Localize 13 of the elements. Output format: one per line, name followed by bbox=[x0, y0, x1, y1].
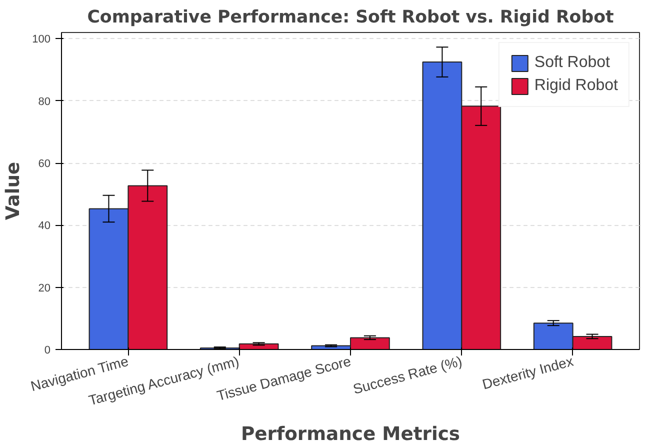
y-tick-label: 40 bbox=[38, 220, 51, 232]
legend-label: Soft Robot bbox=[534, 54, 610, 72]
y-tick-label: 80 bbox=[38, 96, 51, 108]
x-tick-label: Success Rate (%) bbox=[351, 352, 464, 398]
x-tick-label: Dexterity Index bbox=[480, 352, 575, 392]
y-tick-label: 20 bbox=[38, 282, 51, 294]
y-axis-title: Value bbox=[3, 162, 24, 220]
y-tick-label: 60 bbox=[38, 158, 51, 170]
y-tick-label: 100 bbox=[32, 34, 51, 46]
legend-label: Rigid Robot bbox=[534, 77, 618, 95]
y-tick-label: 0 bbox=[44, 344, 51, 356]
chart-title: Comparative Performance: Soft Robot vs. Rigid Robot bbox=[87, 8, 614, 28]
x-axis-title: Performance Metrics bbox=[240, 424, 460, 445]
